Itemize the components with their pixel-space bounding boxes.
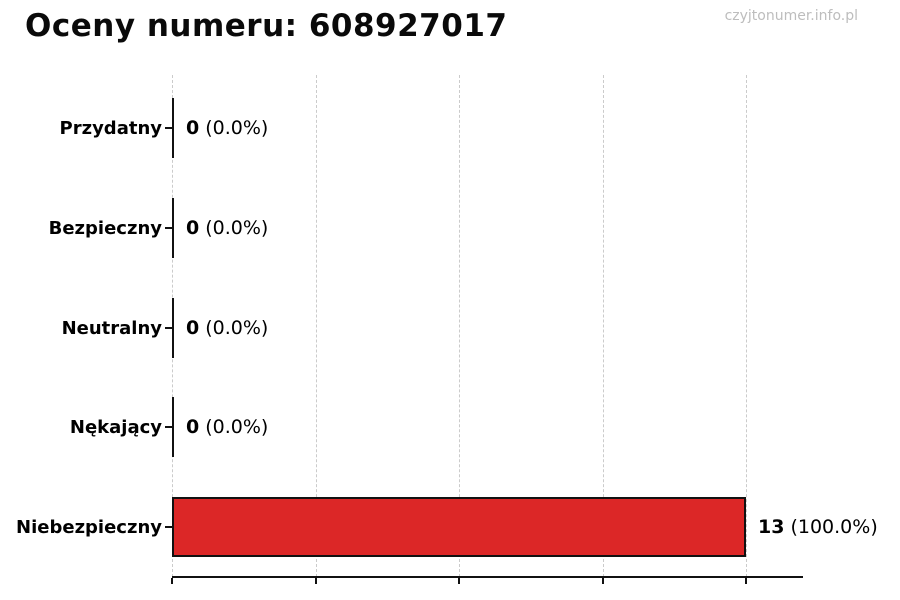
bar-nekajacy bbox=[172, 397, 174, 457]
x-axis-tick bbox=[745, 578, 747, 584]
bar-bezpieczny bbox=[172, 198, 174, 258]
x-axis-line bbox=[172, 576, 803, 578]
value-count: 0 bbox=[186, 416, 200, 438]
category-label-nekajacy: Nękający bbox=[69, 416, 162, 438]
bar-przydatny bbox=[172, 98, 174, 158]
y-axis-tick bbox=[165, 526, 172, 528]
value-label: 0 (0.0%) bbox=[186, 117, 268, 139]
value-count: 0 bbox=[186, 217, 200, 239]
value-label: 0 (0.0%) bbox=[186, 217, 268, 239]
bar-row: 0 (0.0%) bbox=[172, 98, 900, 158]
value-percent: (0.0%) bbox=[205, 317, 269, 339]
value-percent: (0.0%) bbox=[205, 217, 269, 239]
value-percent: (100.0%) bbox=[790, 516, 878, 538]
x-axis-tick bbox=[171, 578, 173, 584]
x-axis-tick bbox=[458, 578, 460, 584]
bar-niebezpieczny bbox=[172, 497, 746, 557]
bar-row: 13 (100.0%) bbox=[172, 497, 900, 557]
value-count: 13 bbox=[758, 516, 785, 538]
chart-title: Oceny numeru: 608927017 bbox=[25, 8, 508, 44]
value-percent: (0.0%) bbox=[205, 117, 269, 139]
x-axis-tick bbox=[602, 578, 604, 584]
category-label-niebezpieczny: Niebezpieczny bbox=[16, 516, 162, 538]
bar-row: 0 (0.0%) bbox=[172, 198, 900, 258]
bar-neutralny bbox=[172, 298, 174, 358]
y-axis-tick bbox=[165, 426, 172, 428]
value-count: 0 bbox=[186, 317, 200, 339]
category-label-bezpieczny: Bezpieczny bbox=[48, 217, 162, 239]
category-label-przydatny: Przydatny bbox=[59, 117, 162, 139]
x-axis-tick bbox=[315, 578, 317, 584]
y-axis-tick bbox=[165, 327, 172, 329]
value-label: 0 (0.0%) bbox=[186, 416, 268, 438]
gridline bbox=[746, 75, 747, 577]
gridline bbox=[459, 75, 460, 577]
watermark-site-name: czyjtonumer.info.pl bbox=[724, 8, 858, 24]
value-count: 0 bbox=[186, 117, 200, 139]
gridline bbox=[315, 75, 317, 577]
bar-row: 0 (0.0%) bbox=[172, 298, 900, 358]
y-axis-tick bbox=[165, 127, 172, 129]
category-label-neutralny: Neutralny bbox=[61, 317, 162, 339]
gridline bbox=[602, 75, 604, 577]
bar-row: 0 (0.0%) bbox=[172, 397, 900, 457]
y-axis-tick bbox=[165, 227, 172, 229]
value-label: 0 (0.0%) bbox=[186, 317, 268, 339]
value-percent: (0.0%) bbox=[205, 416, 269, 438]
value-label: 13 (100.0%) bbox=[758, 516, 878, 538]
